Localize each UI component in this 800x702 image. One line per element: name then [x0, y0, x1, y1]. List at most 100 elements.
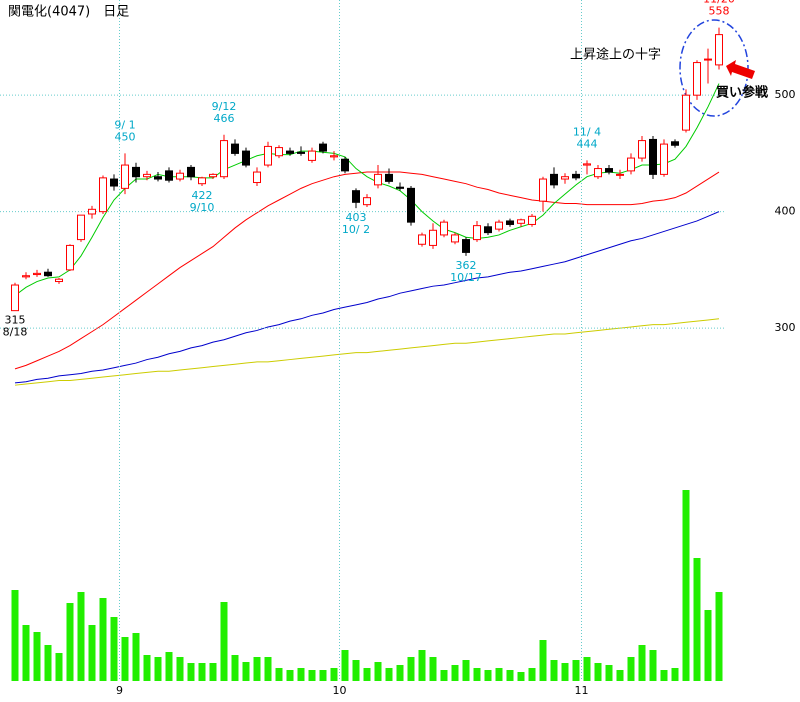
volume-bar — [253, 657, 261, 681]
candle-body — [528, 215, 536, 225]
candle-body — [110, 178, 118, 187]
volume-bar — [572, 660, 580, 681]
annotation-value: 315 — [5, 314, 26, 327]
candle-body — [594, 168, 602, 178]
candle — [396, 182, 404, 191]
candle-body — [550, 173, 558, 186]
candle — [704, 48, 712, 84]
candle — [121, 153, 129, 195]
candle-body — [396, 186, 404, 189]
candle-body — [165, 170, 173, 181]
candle-body — [132, 166, 140, 178]
candle — [264, 141, 272, 168]
annotation-value: 403 — [346, 211, 367, 224]
volume-bar — [33, 632, 41, 681]
candle-body — [561, 176, 569, 180]
candle — [44, 268, 52, 277]
volume-bar — [44, 645, 52, 681]
note: 買い参戦 — [716, 85, 769, 101]
volume-bar — [682, 490, 690, 681]
volume-bar — [165, 652, 173, 681]
candle-body — [495, 221, 503, 230]
volume-bar — [704, 610, 712, 681]
candle — [517, 218, 525, 227]
candle-body — [253, 171, 261, 184]
volume-bar — [220, 602, 228, 681]
volume-bar — [330, 668, 338, 681]
candle-body — [715, 34, 723, 66]
x-tick-label: 9 — [116, 684, 123, 697]
candle — [418, 232, 426, 247]
candle — [539, 176, 547, 212]
candle-body — [88, 208, 96, 215]
volume-bar — [308, 670, 316, 681]
annotation-date: 9/ 1 — [114, 118, 135, 131]
candle — [231, 139, 239, 156]
candle-body — [55, 278, 63, 283]
annotation-date: 9/12 — [212, 100, 237, 113]
x-tick-label: 11 — [575, 684, 589, 697]
candle — [660, 139, 668, 177]
candle-body — [286, 150, 294, 154]
candle-body — [242, 150, 250, 166]
y-tick-label: 400 — [775, 205, 796, 218]
annotation-value: 466 — [214, 112, 235, 125]
candle-body — [649, 138, 657, 175]
candle — [209, 173, 217, 180]
volume-bar — [143, 655, 151, 681]
moving-average — [14, 83, 720, 296]
candle — [132, 162, 140, 183]
volume-bar — [396, 665, 404, 681]
candle — [88, 205, 96, 219]
note: 上昇途上の十字 — [570, 47, 661, 63]
volume-bar — [473, 668, 481, 681]
candle — [286, 147, 294, 156]
candle — [616, 169, 624, 180]
candle — [495, 219, 503, 232]
candle — [374, 165, 382, 189]
volume-bar — [528, 668, 536, 681]
candle-body — [121, 164, 129, 189]
candle — [198, 176, 206, 187]
annotation-date: 10/17 — [450, 271, 482, 284]
candle-body — [77, 214, 85, 241]
candle-body — [44, 271, 52, 277]
volume-bar — [495, 668, 503, 681]
volume-bar — [341, 650, 349, 681]
candle — [319, 141, 327, 154]
candle — [363, 194, 371, 207]
candle-body — [682, 94, 690, 131]
candle-body — [187, 166, 195, 178]
candle — [110, 174, 118, 191]
volume-bar — [242, 662, 250, 681]
volume-bar — [209, 663, 217, 681]
candle — [550, 167, 558, 189]
volume-bar — [55, 653, 63, 681]
candle — [484, 223, 492, 235]
volume-bar — [407, 657, 415, 681]
volume-bar — [462, 660, 470, 681]
candle-body — [440, 221, 448, 236]
volume-bar — [539, 640, 547, 681]
volume-bar — [583, 657, 591, 681]
volume-bar — [352, 660, 360, 681]
volume-bar — [363, 668, 371, 681]
candle — [11, 282, 19, 312]
volume-bar — [297, 668, 305, 681]
candle — [638, 135, 646, 162]
y-tick-label: 500 — [775, 88, 796, 101]
volume-bar — [638, 645, 646, 681]
volume-bar — [132, 633, 140, 681]
arrow — [726, 60, 755, 79]
candle — [715, 27, 723, 70]
volume-bar — [594, 663, 602, 681]
volume-bar — [385, 668, 393, 681]
moving-average — [14, 318, 720, 386]
candle-body — [605, 168, 613, 173]
chart-title: 関電化(4047) 日足 — [8, 5, 129, 20]
candle-body — [154, 176, 162, 180]
candle — [385, 168, 393, 184]
candle — [594, 165, 602, 180]
candle — [297, 146, 305, 156]
